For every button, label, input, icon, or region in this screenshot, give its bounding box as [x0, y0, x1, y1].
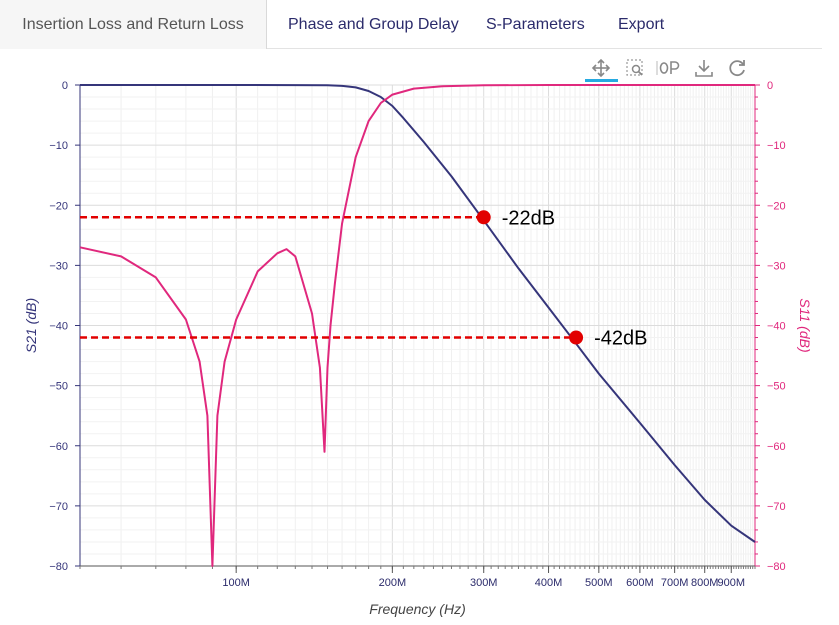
right-tick-label: −40: [767, 321, 786, 333]
left-tick-label: −40: [49, 321, 68, 333]
x-tick-label: 200M: [379, 577, 407, 589]
reset-icon[interactable]: [726, 57, 748, 79]
tab-divider: [267, 48, 822, 49]
s21-line: [80, 84, 756, 543]
pan-icon[interactable]: [590, 57, 612, 79]
left-tick-label: −10: [49, 140, 68, 152]
right-tick-label: −80: [767, 561, 786, 573]
right-tick-label: −70: [767, 501, 786, 513]
annotation-marker: [569, 330, 584, 345]
left-tick-label: −50: [49, 381, 68, 393]
tab-phase-group-delay[interactable]: Phase and Group Delay: [288, 16, 459, 33]
right-axis: 0 −10 −20 −30 −40 −50 −60 −70 −80: [754, 80, 786, 573]
box-zoom-icon[interactable]: [624, 57, 646, 79]
y-axis-label-right: S11 (dB): [797, 298, 813, 352]
x-tick-label: 700M: [661, 577, 689, 589]
tab-s-parameters[interactable]: S-Parameters: [486, 16, 585, 33]
x-tick-label: 900M: [717, 577, 745, 589]
x-tick-label: 100M: [222, 577, 250, 589]
active-tool-indicator: [585, 79, 618, 82]
s11-line: [79, 84, 755, 567]
y-axis-label-left: S21 (dB): [23, 298, 39, 353]
series-layer: [79, 84, 756, 567]
left-tick-label: −80: [49, 561, 68, 573]
annotation-layer: -22dB -42dB: [80, 207, 647, 350]
right-tick-label: −60: [767, 441, 786, 453]
right-tick-label: −30: [767, 260, 786, 272]
tab-bar: Insertion Loss and Return Loss Phase and…: [0, 0, 839, 49]
annotation-label: -42dB: [594, 328, 647, 350]
right-tick-label: −50: [767, 381, 786, 393]
left-axis: 0 −10 −20 −30 −40 −50 −60 −70 −80: [49, 80, 81, 573]
x-axis: 100M 200M 300M 400M 500M 600M 700M 800M 900M: [79, 565, 756, 589]
right-tick-label: −10: [767, 140, 786, 152]
x-tick-label: 800M: [691, 577, 719, 589]
save-icon[interactable]: [693, 57, 715, 79]
annotation-label: -22dB: [502, 207, 555, 229]
x-axis-label: Frequency (Hz): [369, 601, 465, 617]
right-tick-label: 0: [767, 80, 773, 92]
x-tick-label: 500M: [585, 577, 613, 589]
tab-insertion-return-loss[interactable]: Insertion Loss and Return Loss: [0, 0, 267, 49]
hover-icon[interactable]: [656, 57, 680, 79]
left-tick-label: −60: [49, 441, 68, 453]
grid: [79, 84, 756, 567]
annotation-marker: [476, 210, 491, 225]
tab-export[interactable]: Export: [618, 16, 665, 33]
left-tick-label: −70: [49, 501, 68, 513]
x-tick-label: 300M: [470, 577, 498, 589]
left-tick-label: −30: [49, 260, 68, 272]
left-tick-label: −20: [49, 200, 68, 212]
x-tick-label: 600M: [626, 577, 654, 589]
left-tick-label: 0: [62, 80, 68, 92]
x-tick-label: 400M: [535, 577, 563, 589]
right-tick-label: −20: [767, 200, 786, 212]
